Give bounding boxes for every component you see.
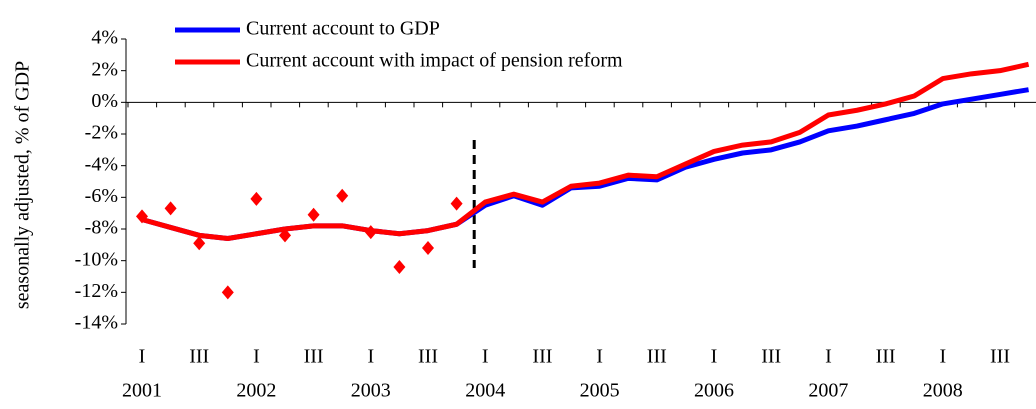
data-point	[279, 228, 291, 243]
year-label: 2006	[694, 380, 734, 402]
series-line	[141, 87, 1030, 241]
data-point	[136, 209, 148, 224]
y-tick-label: -12%	[75, 280, 118, 302]
data-point	[221, 285, 234, 300]
x-tick-label: III	[876, 346, 896, 368]
x-tick-label: III	[304, 346, 324, 368]
x-tick-label: III	[647, 346, 667, 368]
year-label: 2007	[808, 380, 848, 402]
y-tick-label: 2%	[91, 58, 118, 80]
x-tick-label: I	[711, 346, 718, 368]
y-tick-label: -14%	[75, 312, 118, 334]
x-tick-label: I	[367, 346, 374, 368]
year-label: 2002	[236, 380, 276, 402]
legend-label: Current account to GDP	[246, 18, 440, 40]
x-tick-label: III	[189, 346, 209, 368]
data-point	[450, 196, 463, 211]
x-tick-label: I	[482, 346, 489, 368]
data-point	[250, 191, 263, 206]
y-tick-label: -10%	[75, 248, 118, 270]
data-point	[193, 236, 206, 251]
x-tick-label: I	[939, 346, 946, 368]
y-tick-label: -4%	[85, 153, 118, 175]
x-tick-label: I	[825, 346, 832, 368]
x-tick-label: III	[532, 346, 552, 368]
year-label: 2003	[351, 380, 391, 402]
legend-label: Current account with impact of pension r…	[246, 50, 623, 72]
y-tick-label: 4%	[91, 27, 118, 49]
data-point	[393, 260, 406, 274]
x-tick-label: I	[596, 346, 603, 368]
y-tick-label: 0%	[91, 90, 118, 112]
y-tick-label: -8%	[85, 217, 118, 239]
y-axis-label: seasonally adjusted, % of GDP	[12, 61, 34, 309]
year-label: 2005	[580, 380, 620, 402]
data-point	[307, 207, 320, 222]
series-line	[141, 61, 1030, 241]
data-point	[422, 241, 434, 255]
data-point	[364, 225, 377, 240]
x-tick-label: I	[139, 346, 146, 368]
data-point	[336, 188, 349, 203]
year-label: 2004	[465, 380, 505, 402]
x-tick-label: III	[761, 346, 781, 368]
year-label: 2001	[122, 380, 162, 402]
year-label: 2008	[923, 380, 963, 402]
x-tick-label: I	[253, 346, 260, 368]
data-point	[164, 201, 177, 216]
x-tick-label: III	[990, 346, 1010, 368]
y-tick-label: -2%	[85, 122, 118, 144]
x-tick-label: III	[418, 346, 438, 368]
y-tick-label: -6%	[85, 185, 118, 207]
